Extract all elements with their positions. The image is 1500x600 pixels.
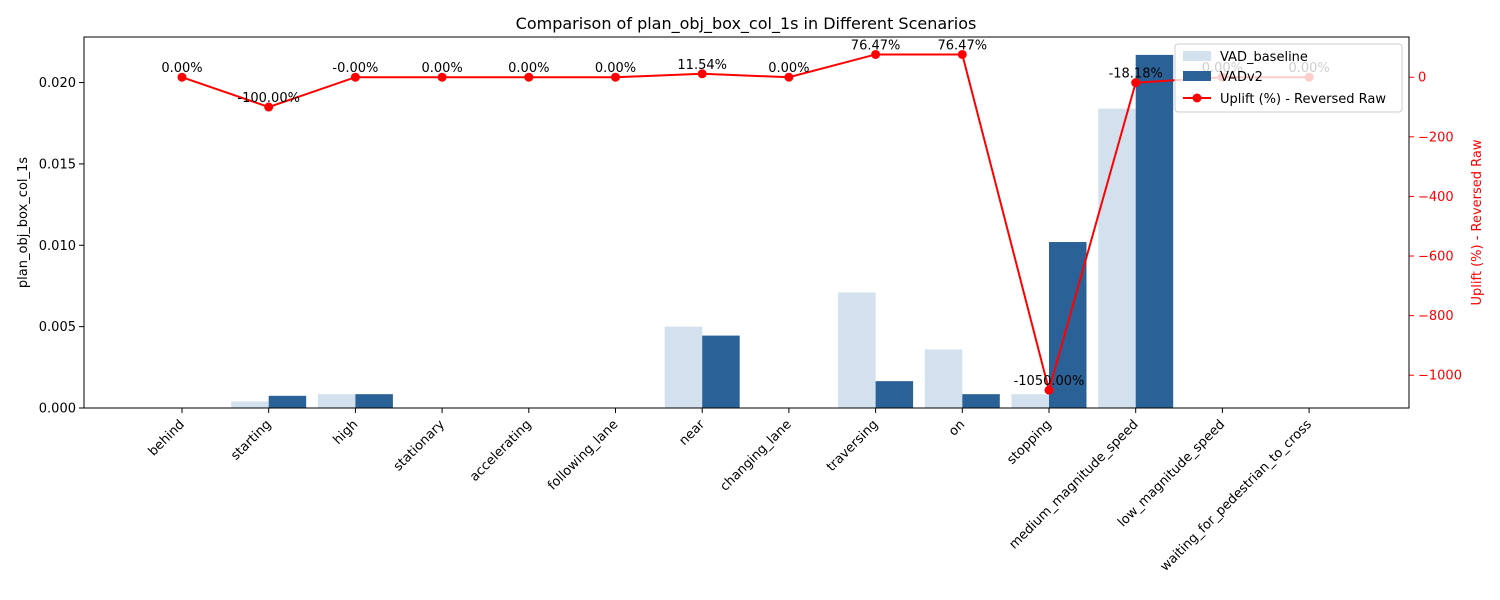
uplift-data-label: 0.00% [768,61,809,76]
chart-title: Comparison of plan_obj_box_col_1s in Dif… [516,14,977,34]
bar-VAD_baseline-starting [231,401,269,408]
x-tick-label-on: on [946,417,968,439]
legend-label-VAD_baseline: VAD_baseline [1220,50,1308,65]
x-tick-label-behind: behind [146,417,188,459]
uplift-point-on [957,49,967,59]
uplift-data-label: 11.54% [677,58,727,73]
legend-swatch-VADv2 [1183,71,1211,81]
x-tick-label-starting: starting [228,417,274,463]
y-tick-right-label: −200 [1418,130,1454,145]
plot-area: 0.000 0.005 0.010 0.015 0.020 0 −200 −400 −600 −8… [39,38,1462,574]
bar-VAD_baseline-high [317,394,356,408]
y-tick-right-label: −800 [1418,309,1454,324]
uplift-data-label: -1050.00% [1014,374,1085,389]
x-tick-label-stopping: stopping [1004,417,1055,468]
uplift-point-behind [177,72,187,82]
uplift-point-changing_lane [784,72,794,82]
uplift-point-stationary [437,72,447,82]
x-tick-label-traversing: traversing [824,417,882,475]
uplift-data-label: -0.00% [332,61,378,76]
x-tick-label-high: high [331,417,362,448]
y-tick-left-label: 0.010 [39,239,76,254]
bar-VAD_baseline-stopping [1011,394,1049,408]
x-tick-label-following_lane: following_lane [545,417,621,493]
bar-VAD_baseline-medium_magnitude_speed [1098,108,1136,408]
y-tick-right-label: −400 [1418,190,1454,205]
x-tick-label-stationary: stationary [391,417,448,474]
x-tick-label-changing_lane: changing_lane [717,417,794,494]
uplift-data-label: 0.00% [421,61,462,76]
bar-VADv2-high [355,394,393,408]
uplift-point-high [350,72,360,82]
y-tick-left-label: 0.000 [39,402,76,417]
y-tick-right-label: −600 [1418,250,1454,265]
bar-VAD_baseline-on [924,349,963,408]
uplift-data-label: -100.00% [237,91,300,106]
legend-swatch-uplift-marker [1192,93,1202,103]
x-tick-label-waiting_for_pedestrian_to_cross: waiting_for_pedestrian_to_cross [1158,417,1316,575]
y-tick-left-label: 0.005 [39,320,76,335]
x-tick-label-near: near [677,417,709,449]
uplift-point-accelerating [524,72,534,82]
uplift-data-label: 76.47% [851,38,901,53]
bar-VAD_baseline-near [664,326,703,408]
uplift-data-label: 0.00% [595,61,636,76]
y-axis-label-left: plan_obj_box_col_1s [16,157,31,288]
legend-swatch-VAD_baseline [1183,51,1211,61]
legend-label-uplift: Uplift (%) - Reversed Raw [1220,92,1386,107]
uplift-point-near [697,69,707,79]
x-tick-label-accelerating: accelerating [467,417,534,484]
y-tick-right-label: −1000 [1418,369,1462,384]
uplift-line [181,53,1310,394]
bar-VADv2-starting [268,395,307,408]
bar-VADv2-traversing [875,381,914,408]
uplift-point-following_lane [611,72,620,82]
uplift-data-label: 0.00% [161,61,202,76]
legend-label-VADv2: VADv2 [1220,70,1263,85]
uplift-point-medium_magnitude_speed [1131,78,1141,88]
bar-VADv2-on [962,394,1000,408]
uplift-point-traversing [871,49,881,59]
plot-frame [83,36,1410,409]
legend: VAD_baseline VADv2 Uplift (%) - Reversed R… [1174,43,1403,113]
uplift-point-starting [264,102,274,112]
uplift-data-label: 0.00% [508,61,549,76]
y-axis-label-right: Uplift (%) - Reversed Raw [1470,139,1485,305]
uplift-point-stopping [1044,385,1054,395]
y-tick-right-label: 0 [1418,71,1426,86]
y-tick-left-label: 0.020 [39,76,76,91]
y-tick-left-label: 0.015 [39,157,76,172]
legend-box [1174,43,1403,113]
bar-VADv2-medium_magnitude_speed [1135,54,1174,409]
uplift-data-label: -18.18% [1109,67,1163,82]
bar-VAD_baseline-traversing [838,292,876,408]
bar-VADv2-near [702,335,740,408]
uplift-data-label: 76.47% [938,38,988,53]
